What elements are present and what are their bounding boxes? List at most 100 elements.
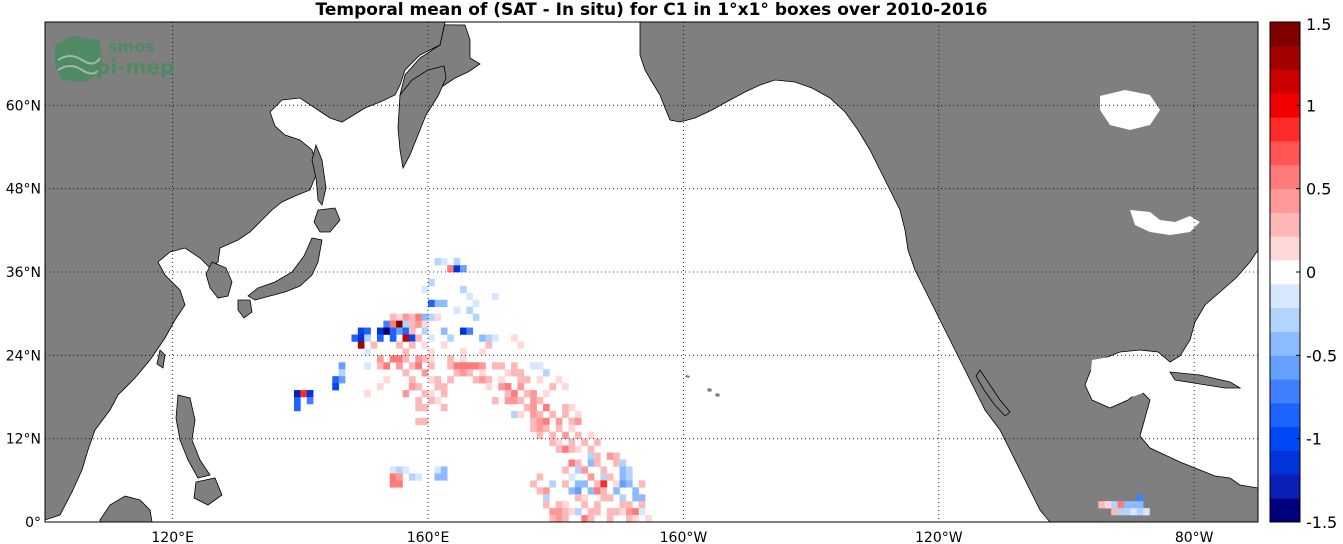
land-kyushu (237, 299, 253, 319)
lat-tick-label: 12°N (6, 432, 41, 448)
colorbar-tick-label: 0.5 (1306, 180, 1331, 199)
data-cell (447, 362, 454, 370)
data-cell (383, 362, 391, 370)
data-cell (555, 508, 563, 516)
data-cell (619, 501, 627, 509)
data-cell (396, 473, 403, 481)
data-cell (389, 313, 397, 321)
data-cell (453, 258, 461, 266)
data-cell (408, 313, 416, 321)
caribbean (1150, 420, 1258, 470)
data-cell (594, 438, 601, 446)
data-cell (434, 376, 442, 384)
data-cell (638, 508, 646, 516)
data-cell (479, 362, 486, 370)
data-cell (440, 466, 448, 474)
data-cell (491, 334, 499, 342)
data-cell (536, 376, 544, 384)
data-cell (511, 369, 518, 377)
data-cell (357, 341, 365, 349)
data-cell (594, 459, 601, 467)
data-cell (1136, 508, 1144, 516)
data-cell (459, 265, 467, 273)
data-cell (472, 313, 480, 321)
data-cell (389, 334, 397, 342)
data-cell (447, 265, 454, 273)
colorbar-segment (1270, 236, 1300, 261)
land-baja (975, 369, 1011, 417)
data-cell (562, 383, 569, 391)
data-cell (530, 480, 537, 488)
data-cell (428, 397, 435, 405)
data-cell (479, 376, 486, 384)
data-cells (293, 258, 1150, 522)
data-cell (415, 397, 422, 405)
data-cell (542, 417, 550, 426)
data-cell (613, 459, 620, 467)
data-cell (364, 334, 371, 342)
data-cell (613, 480, 620, 488)
land-borneo (99, 495, 153, 522)
data-cell (1123, 501, 1131, 509)
data-cell (428, 313, 435, 321)
data-cell (594, 487, 601, 495)
lon-tick-label: 120°E (151, 530, 194, 544)
data-cell (376, 334, 384, 342)
lon-tick-label: 80°W (1175, 530, 1214, 544)
data-cell (364, 362, 371, 370)
data-cell (619, 508, 627, 516)
land-hawaii (685, 375, 720, 397)
data-cell (396, 320, 403, 328)
data-cell (536, 487, 544, 495)
data-cell (440, 383, 448, 391)
map-area[interactable] (45, 22, 1258, 522)
data-cell (587, 508, 595, 516)
data-cell (549, 410, 557, 419)
data-cell (498, 362, 505, 370)
data-cell (574, 480, 582, 488)
map-title: Temporal mean of (SAT - In situ) for C1 … (315, 0, 988, 20)
map-frame (44, 21, 1259, 523)
data-cell (536, 410, 544, 419)
data-cell (389, 355, 397, 363)
data-cell (555, 424, 563, 433)
latitude-tick-labels: 0° 12°N 24°N 36°N 48°N 60°N (6, 98, 41, 531)
data-cell (402, 369, 410, 377)
colorbar-tick-label: 1.5 (1306, 15, 1331, 34)
data-cell (555, 445, 563, 453)
data-cell (459, 362, 467, 370)
data-cell (549, 508, 557, 516)
data-cell (396, 480, 403, 488)
data-cell (428, 348, 435, 356)
data-cell (293, 397, 301, 405)
great-lakes (1130, 210, 1200, 235)
data-cell (421, 320, 429, 328)
colorbar-segment (1270, 22, 1300, 47)
data-cell (485, 341, 493, 349)
land-honshu (247, 237, 323, 301)
data-cell (338, 362, 346, 370)
data-cell (485, 376, 493, 384)
data-cell (408, 376, 416, 384)
data-cell (523, 376, 531, 384)
data-cell (376, 327, 384, 335)
data-cell (587, 487, 595, 495)
data-cell (536, 417, 544, 426)
data-cell (574, 459, 582, 467)
data-cell (421, 285, 429, 294)
graticule (45, 22, 1258, 522)
data-cell (530, 390, 537, 398)
data-cell (421, 403, 429, 412)
data-cell (562, 445, 569, 453)
data-cell (517, 341, 525, 349)
data-cell (574, 431, 582, 439)
colorbar-segment (1270, 260, 1300, 285)
data-cell (293, 390, 301, 398)
data-cell (396, 313, 403, 321)
data-cell (453, 306, 461, 314)
data-cell (402, 320, 410, 328)
data-cell (504, 383, 512, 391)
data-cell (459, 285, 467, 294)
data-cell (587, 445, 595, 453)
